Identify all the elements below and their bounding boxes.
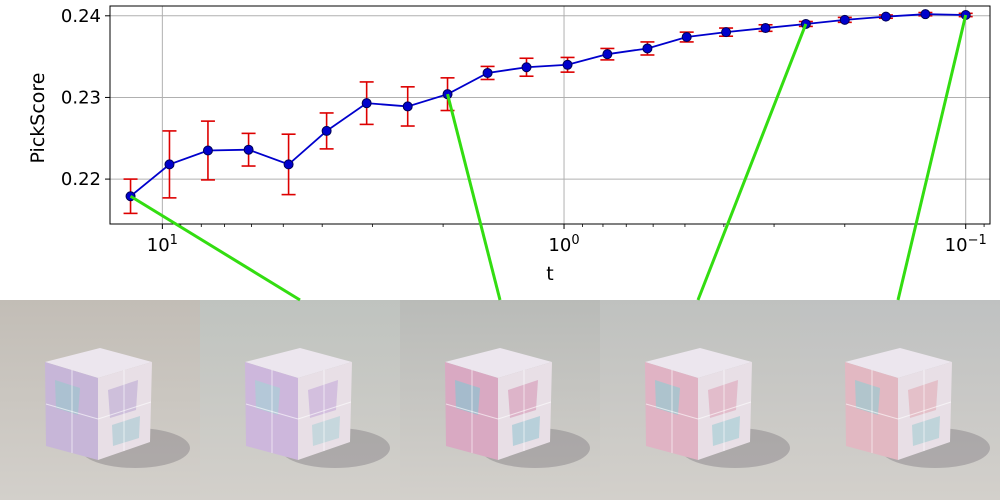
generated-image-5: [800, 300, 1000, 500]
data-point: [442, 89, 453, 100]
y-tick-label: 0.22: [61, 169, 101, 190]
cube-seam: [697, 401, 752, 420]
generated-image-strip: [0, 300, 1000, 500]
cube-top-face: [45, 348, 152, 378]
y-axis-label: PickScore: [27, 73, 49, 164]
data-point: [361, 98, 372, 109]
generated-image-1: [0, 300, 200, 500]
x-tick-label: 10−1: [945, 233, 987, 256]
data-point: [283, 159, 294, 170]
pastel-watercolor-cube-2: [200, 300, 400, 500]
data-point: [402, 101, 413, 112]
data-point: [920, 9, 931, 20]
geometric-pastel-cube-5: [800, 300, 1000, 500]
cube-top-face: [845, 348, 952, 378]
cube-seam: [45, 403, 99, 420]
cube-top-face: [445, 348, 552, 378]
data-point: [681, 32, 692, 43]
cube-seam: [445, 403, 499, 420]
data-point: [960, 9, 971, 20]
cube-seam: [497, 401, 552, 420]
cube-seam: [645, 403, 699, 420]
cube-seam: [897, 401, 952, 420]
data-point: [482, 67, 493, 78]
data-point: [880, 11, 891, 22]
data-point: [321, 125, 332, 136]
cube-seam: [245, 403, 299, 420]
cube-pattern: [655, 380, 680, 415]
plot-area: [110, 6, 990, 224]
data-point: [721, 27, 732, 38]
data-point: [839, 14, 850, 25]
cube-pattern: [455, 380, 480, 415]
cube-pattern: [112, 416, 140, 446]
cube-top-face: [245, 348, 352, 378]
x-axis-label: t: [546, 263, 553, 285]
data-point: [164, 159, 175, 170]
x-tick-label: 101: [147, 233, 178, 256]
data-point: [602, 49, 613, 60]
data-point: [800, 18, 811, 29]
cube-seam: [297, 401, 352, 420]
data-point: [521, 62, 532, 73]
data-line-layer: [129, 13, 966, 197]
cube-pattern: [512, 416, 540, 446]
cube-seam: [97, 401, 152, 420]
cube-pattern: [712, 416, 740, 446]
cube-pattern: [255, 380, 280, 415]
generated-image-2: [200, 300, 400, 500]
pastel-watercolor-cube-1: [0, 300, 200, 500]
y-tick-label: 0.23: [61, 87, 101, 108]
pickscore-chart: 0.22 0.23 0.24 101 100 10−1 t PickScore: [27, 5, 991, 285]
data-point: [562, 59, 573, 70]
cube-pattern: [312, 416, 340, 446]
cube-seam: [845, 403, 899, 420]
cube-pattern: [855, 380, 880, 415]
cube-pattern: [912, 416, 940, 446]
geometric-pastel-cube-3: [400, 300, 600, 500]
cube-top-face: [645, 348, 752, 378]
series-line: [129, 13, 966, 197]
data-point: [760, 23, 771, 34]
generated-image-3: [400, 300, 600, 500]
generated-image-4: [600, 300, 800, 500]
data-point: [125, 191, 136, 202]
cube-pattern: [55, 380, 80, 415]
y-tick-label: 0.24: [61, 6, 101, 27]
plot-frame: [109, 5, 991, 225]
data-point: [202, 145, 213, 156]
data-point: [243, 144, 254, 155]
data-point: [642, 43, 653, 54]
x-tick-label: 100: [548, 233, 579, 256]
geometric-pastel-cube-4: [600, 300, 800, 500]
